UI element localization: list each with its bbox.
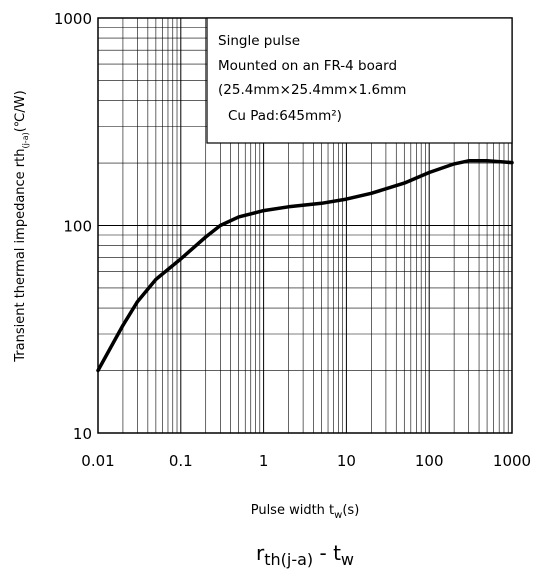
x-tick-label: 0.01: [81, 452, 114, 470]
y-tick-label: 1000: [54, 10, 92, 28]
annotation-box: Single pulse Mounted on an FR-4 board (2…: [206, 17, 513, 144]
annotation-line: Single pulse: [218, 33, 300, 49]
x-tick-label: 100: [415, 452, 444, 470]
y-tick-label: 100: [63, 218, 92, 236]
x-tick-label: 1: [259, 452, 269, 470]
tick-labels: 0.01 0.1 1 10 100 1000 10 100 1000: [54, 10, 531, 470]
annotation-frame: [206, 17, 513, 144]
annotation-line: Mounted on an FR-4 board: [218, 58, 397, 74]
series-line: [96, 159, 514, 373]
x-tick-label: 1000: [493, 452, 531, 470]
annotation-line: (25.4mm×25.4mm×1.6mm: [218, 82, 406, 98]
y-tick-label: 10: [73, 425, 92, 443]
x-tick-label: 10: [337, 452, 356, 470]
annotation-line: Cu Pad:645mm²): [228, 108, 342, 124]
x-tick-label: 0.1: [169, 452, 193, 470]
y-axis-label: Transient thermal impedance rth(j-a)(℃/W…: [13, 90, 30, 362]
chart-caption: rth(j-a) - tw: [256, 541, 354, 569]
x-axis-label: Pulse width tw(s): [251, 503, 360, 521]
